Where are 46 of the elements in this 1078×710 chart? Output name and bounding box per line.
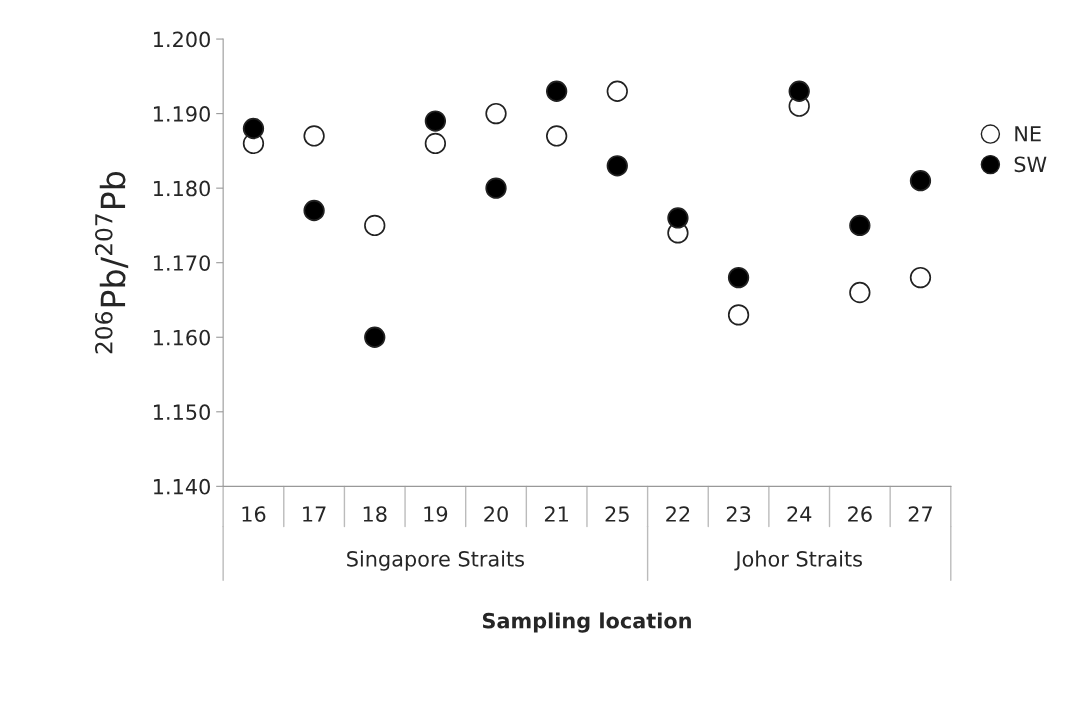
y-tick-label: 1.180 (153, 180, 210, 197)
point (667, 207, 689, 229)
x-tick-label: 23 (726, 506, 751, 522)
point (606, 80, 628, 102)
point (303, 199, 325, 222)
legend-label: NE (1015, 126, 1041, 142)
x-tick-label: 16 (242, 506, 266, 522)
x-tick-label: 22 (666, 506, 690, 522)
text: Singapore Straits (347, 550, 524, 571)
point (364, 326, 386, 348)
text: Johor Straits (734, 550, 862, 571)
point (727, 304, 750, 326)
legend-label: SW (1014, 156, 1047, 173)
point (545, 80, 568, 102)
point (849, 214, 871, 237)
y-tick-label: 1.140 (153, 478, 210, 495)
y-axis-title: $^{206}$Pb/$^{207}$Pb (94, 171, 129, 354)
point (788, 80, 810, 102)
point (364, 214, 386, 237)
y-tick-label: 1.170 (153, 255, 210, 271)
x-tick-label: 20 (484, 506, 508, 522)
point (485, 102, 507, 125)
point (424, 132, 447, 155)
point (303, 125, 325, 147)
point (242, 117, 265, 140)
point (849, 281, 871, 304)
y-tick-label: 1.200 (153, 31, 210, 48)
x-tick-label: 27 (908, 506, 932, 522)
point (909, 266, 932, 289)
x-tick-label: 18 (363, 506, 387, 522)
point (606, 155, 628, 177)
point (545, 125, 568, 147)
y-tick-label: 1.150 (153, 404, 210, 421)
x-tick-label: 26 (848, 506, 872, 522)
point (727, 266, 750, 289)
x-tick-label: 24 (787, 506, 812, 522)
point (485, 177, 507, 199)
point (424, 110, 447, 132)
x-tick-label: 25 (605, 506, 629, 522)
point (909, 170, 932, 192)
x-tick-label: 17 (303, 506, 326, 522)
x-tick-label: 21 (544, 506, 568, 522)
x-tick-label: 19 (424, 506, 448, 522)
y-tick-label: 1.190 (153, 106, 210, 122)
y-tick-label: 1.160 (153, 329, 210, 346)
x-axis-title: Sampling location (482, 612, 691, 633)
